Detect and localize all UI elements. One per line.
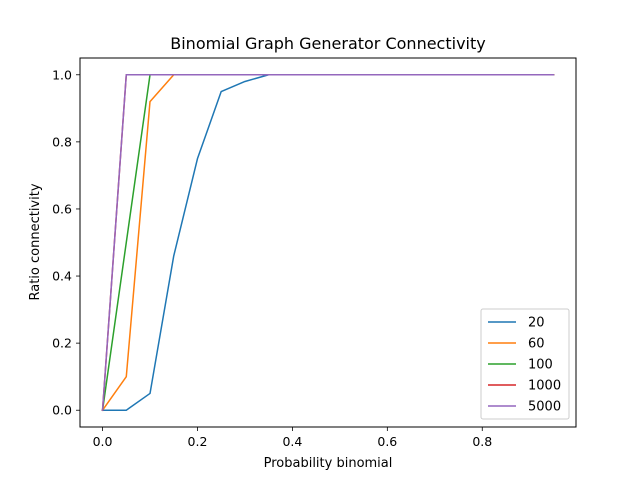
x-axis-ticks: 0.0 0.2 0.4 0.6 0.8 [93,427,492,449]
x-tick-label: 0.6 [377,434,397,449]
y-tick-label: 0.4 [52,269,72,284]
legend: 20 60 100 1000 5000 [480,308,570,420]
legend-frame [480,308,570,420]
y-axis-ticks: 0.0 0.2 0.4 0.6 0.8 1.0 [52,67,80,418]
x-tick-label: 0.8 [472,434,492,449]
legend-label: 1000 [528,379,561,394]
plot-frame [79,57,577,428]
x-axis-label: Probability binomial [264,456,393,471]
y-tick-label: 0.0 [52,403,72,418]
x-tick-label: 0.0 [93,434,113,449]
y-tick-label: 0.6 [52,201,72,216]
y-tick-label: 0.2 [52,336,72,351]
legend-label: 20 [528,316,545,331]
legend-label: 5000 [528,400,561,415]
y-axis-label: Ratio connectivity [28,183,43,300]
series-layer [101,74,555,412]
legend-label: 100 [528,358,553,373]
chart-title: Binomial Graph Generator Connectivity [170,34,485,53]
series-line-5000 [101,74,555,412]
y-tick-label: 1.0 [52,67,72,82]
x-tick-label: 0.2 [188,434,208,449]
y-tick-label: 0.8 [52,134,72,149]
legend-label: 60 [528,337,545,352]
x-tick-label: 0.4 [282,434,302,449]
